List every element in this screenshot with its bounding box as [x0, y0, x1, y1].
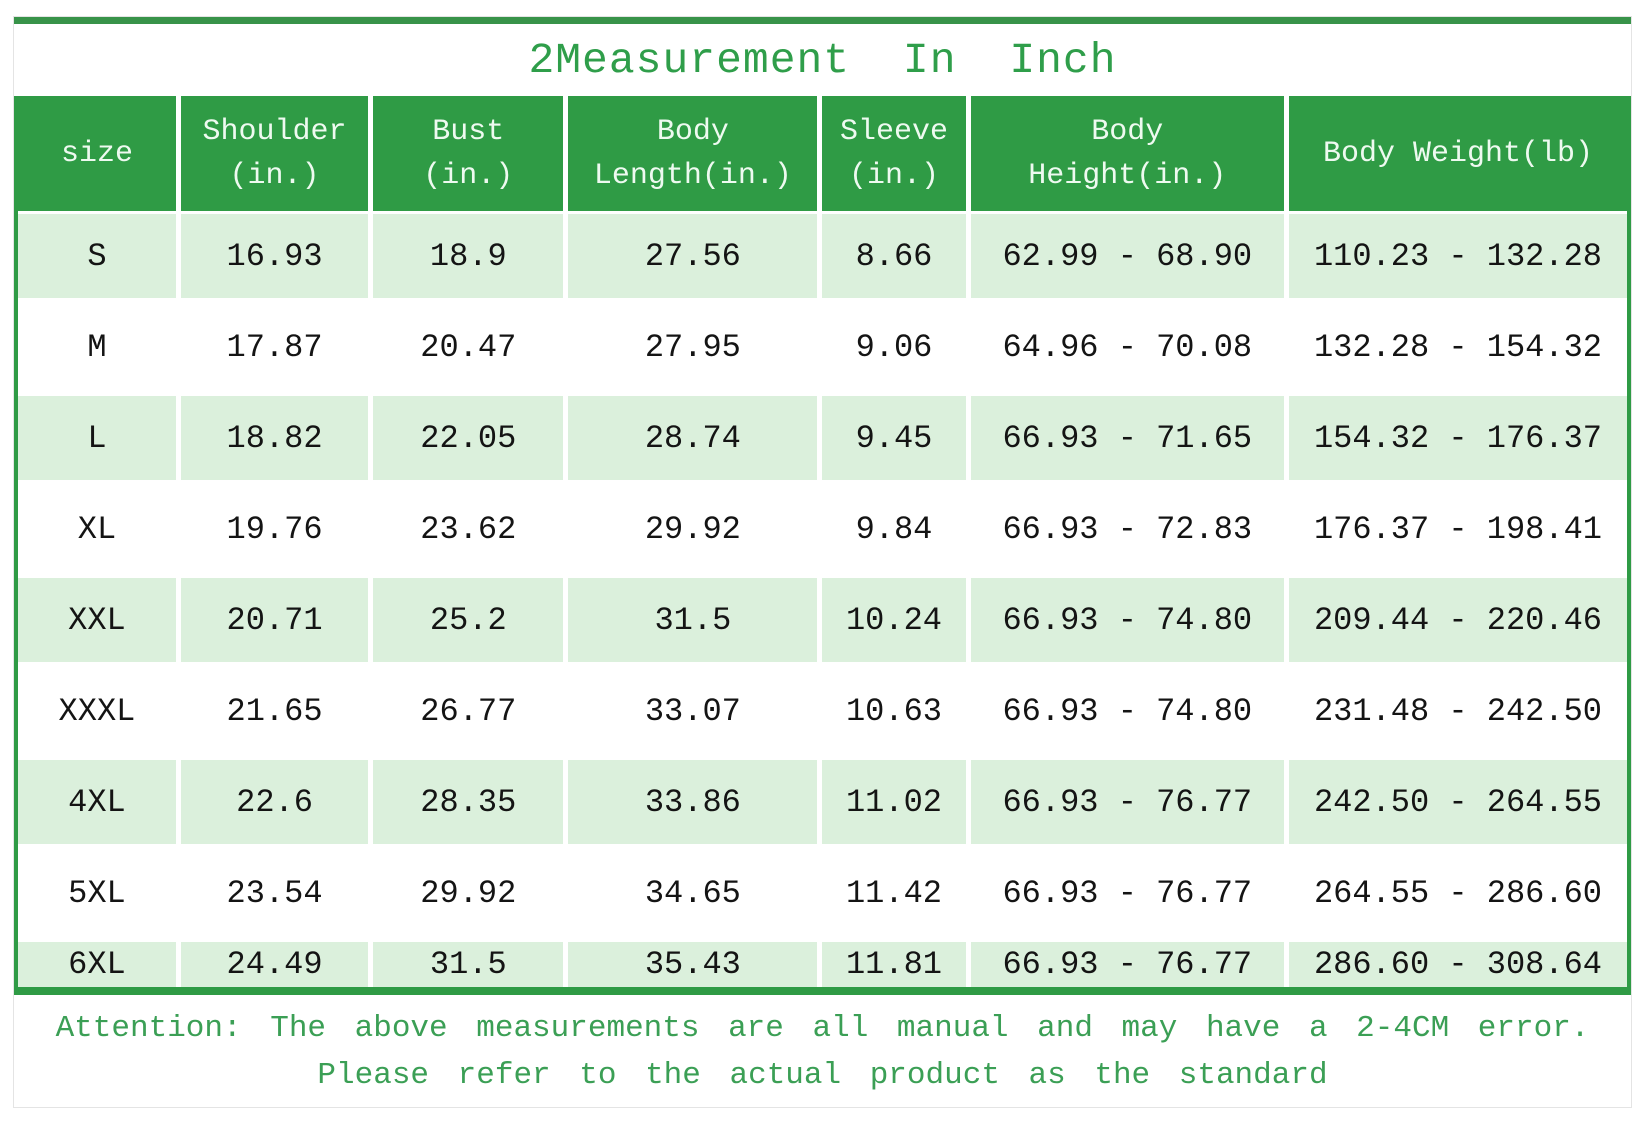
value-cell-shoulder_in: 20.71	[180, 578, 369, 662]
size-cell: XL	[18, 487, 176, 571]
value-cell-sleeve_in: 10.63	[822, 669, 966, 753]
column-header-shoulder: Shoulder (in.)	[180, 96, 369, 211]
value-cell-body_height_in: 66.93 - 74.80	[970, 669, 1284, 753]
size-table-body: S 16.93 18.9 27.56 8.66 62.99 - 68.90 110.23 -…	[18, 214, 1627, 987]
value-cell-body_length_in: 31.5	[568, 578, 818, 662]
column-header-unit: (in.)	[229, 158, 320, 193]
column-header-body-height: Body Height(in.)	[970, 96, 1284, 211]
value-cell-body_length_in: 27.95	[568, 305, 818, 389]
attention-note-line1: Attention: The above measurements are al…	[55, 1011, 1590, 1046]
value-cell-body_height_in: 66.93 - 74.80	[970, 578, 1284, 662]
value-cell-sleeve_in: 10.24	[822, 578, 966, 662]
size-cell: M	[18, 305, 176, 389]
column-header-label: Shoulder	[202, 114, 347, 149]
value-cell-body_weight_lb: 132.28 - 154.32	[1288, 305, 1627, 389]
value-cell-body_length_in: 33.07	[568, 669, 818, 753]
value-cell-bust_in: 22.05	[373, 396, 564, 480]
column-header-label: Sleeve	[839, 114, 948, 149]
value-cell-body_height_in: 66.93 - 76.77	[970, 942, 1284, 987]
value-cell-shoulder_in: 16.93	[180, 214, 369, 298]
value-cell-body_weight_lb: 176.37 - 198.41	[1288, 487, 1627, 571]
value-cell-sleeve_in: 9.84	[822, 487, 966, 571]
column-header-unit: Length(in.)	[593, 158, 792, 193]
value-cell-body_weight_lb: 231.48 - 242.50	[1288, 669, 1627, 753]
size-chart-image: 2Measurement In Inch size Shoulder (in.)…	[13, 16, 1632, 1108]
size-cell: XXL	[18, 578, 176, 662]
value-cell-body_weight_lb: 286.60 - 308.64	[1288, 942, 1627, 987]
value-cell-shoulder_in: 17.87	[180, 305, 369, 389]
column-header-unit: (in.)	[848, 158, 939, 193]
column-header-label: Body Weight(lb)	[1322, 136, 1593, 171]
top-accent-bar	[14, 17, 1631, 24]
value-cell-sleeve_in: 11.42	[822, 851, 966, 935]
value-cell-body_length_in: 33.86	[568, 760, 818, 844]
value-cell-body_length_in: 27.56	[568, 214, 818, 298]
value-cell-bust_in: 25.2	[373, 578, 564, 662]
size-cell: 4XL	[18, 760, 176, 844]
column-header-bust: Bust (in.)	[373, 96, 564, 211]
value-cell-body_height_in: 64.96 - 70.08	[970, 305, 1284, 389]
size-table: size Shoulder (in.) Bust (in.) Body Leng…	[14, 96, 1631, 995]
value-cell-bust_in: 18.9	[373, 214, 564, 298]
value-cell-body_weight_lb: 209.44 - 220.46	[1288, 578, 1627, 662]
size-table-header: size Shoulder (in.) Bust (in.) Body Leng…	[18, 96, 1627, 211]
value-cell-body_weight_lb: 110.23 - 132.28	[1288, 214, 1627, 298]
value-cell-sleeve_in: 11.81	[822, 942, 966, 987]
attention-note: Attention: The above measurements are al…	[14, 995, 1631, 1109]
value-cell-bust_in: 26.77	[373, 669, 564, 753]
value-cell-shoulder_in: 23.54	[180, 851, 369, 935]
size-cell: 5XL	[18, 851, 176, 935]
value-cell-body_weight_lb: 242.50 - 264.55	[1288, 760, 1627, 844]
value-cell-sleeve_in: 11.02	[822, 760, 966, 844]
value-cell-body_height_in: 66.93 - 76.77	[970, 851, 1284, 935]
column-header-unit: (in.)	[423, 158, 514, 193]
value-cell-body_length_in: 34.65	[568, 851, 818, 935]
chart-title: 2Measurement In Inch	[528, 35, 1117, 85]
value-cell-shoulder_in: 21.65	[180, 669, 369, 753]
value-cell-shoulder_in: 19.76	[180, 487, 369, 571]
column-header-size: size	[18, 96, 176, 211]
value-cell-body_weight_lb: 264.55 - 286.60	[1288, 851, 1627, 935]
value-cell-shoulder_in: 22.6	[180, 760, 369, 844]
value-cell-bust_in: 20.47	[373, 305, 564, 389]
value-cell-body_length_in: 29.92	[568, 487, 818, 571]
value-cell-body_height_in: 62.99 - 68.90	[970, 214, 1284, 298]
value-cell-sleeve_in: 9.45	[822, 396, 966, 480]
column-header-label: Body	[656, 114, 729, 149]
attention-note-line2: Please refer to the actual product as th…	[317, 1058, 1328, 1093]
size-cell: 6XL	[18, 942, 176, 987]
value-cell-body_weight_lb: 154.32 - 176.37	[1288, 396, 1627, 480]
column-header-body-length: Body Length(in.)	[568, 96, 818, 211]
value-cell-shoulder_in: 18.82	[180, 396, 369, 480]
value-cell-body_length_in: 35.43	[568, 942, 818, 987]
column-header-label: Bust	[432, 114, 505, 149]
value-cell-sleeve_in: 9.06	[822, 305, 966, 389]
size-cell: XXXL	[18, 669, 176, 753]
size-cell: L	[18, 396, 176, 480]
value-cell-bust_in: 29.92	[373, 851, 564, 935]
value-cell-sleeve_in: 8.66	[822, 214, 966, 298]
value-cell-bust_in: 31.5	[373, 942, 564, 987]
value-cell-body_height_in: 66.93 - 76.77	[970, 760, 1284, 844]
column-header-label: Body	[1091, 114, 1164, 149]
column-header-label: size	[60, 136, 133, 171]
value-cell-bust_in: 23.62	[373, 487, 564, 571]
value-cell-shoulder_in: 24.49	[180, 942, 369, 987]
size-cell: S	[18, 214, 176, 298]
column-header-sleeve: Sleeve (in.)	[822, 96, 966, 211]
value-cell-body_height_in: 66.93 - 72.83	[970, 487, 1284, 571]
value-cell-body_height_in: 66.93 - 71.65	[970, 396, 1284, 480]
column-header-body-weight: Body Weight(lb)	[1288, 96, 1627, 211]
value-cell-body_length_in: 28.74	[568, 396, 818, 480]
value-cell-bust_in: 28.35	[373, 760, 564, 844]
column-header-unit: Height(in.)	[1028, 158, 1227, 193]
